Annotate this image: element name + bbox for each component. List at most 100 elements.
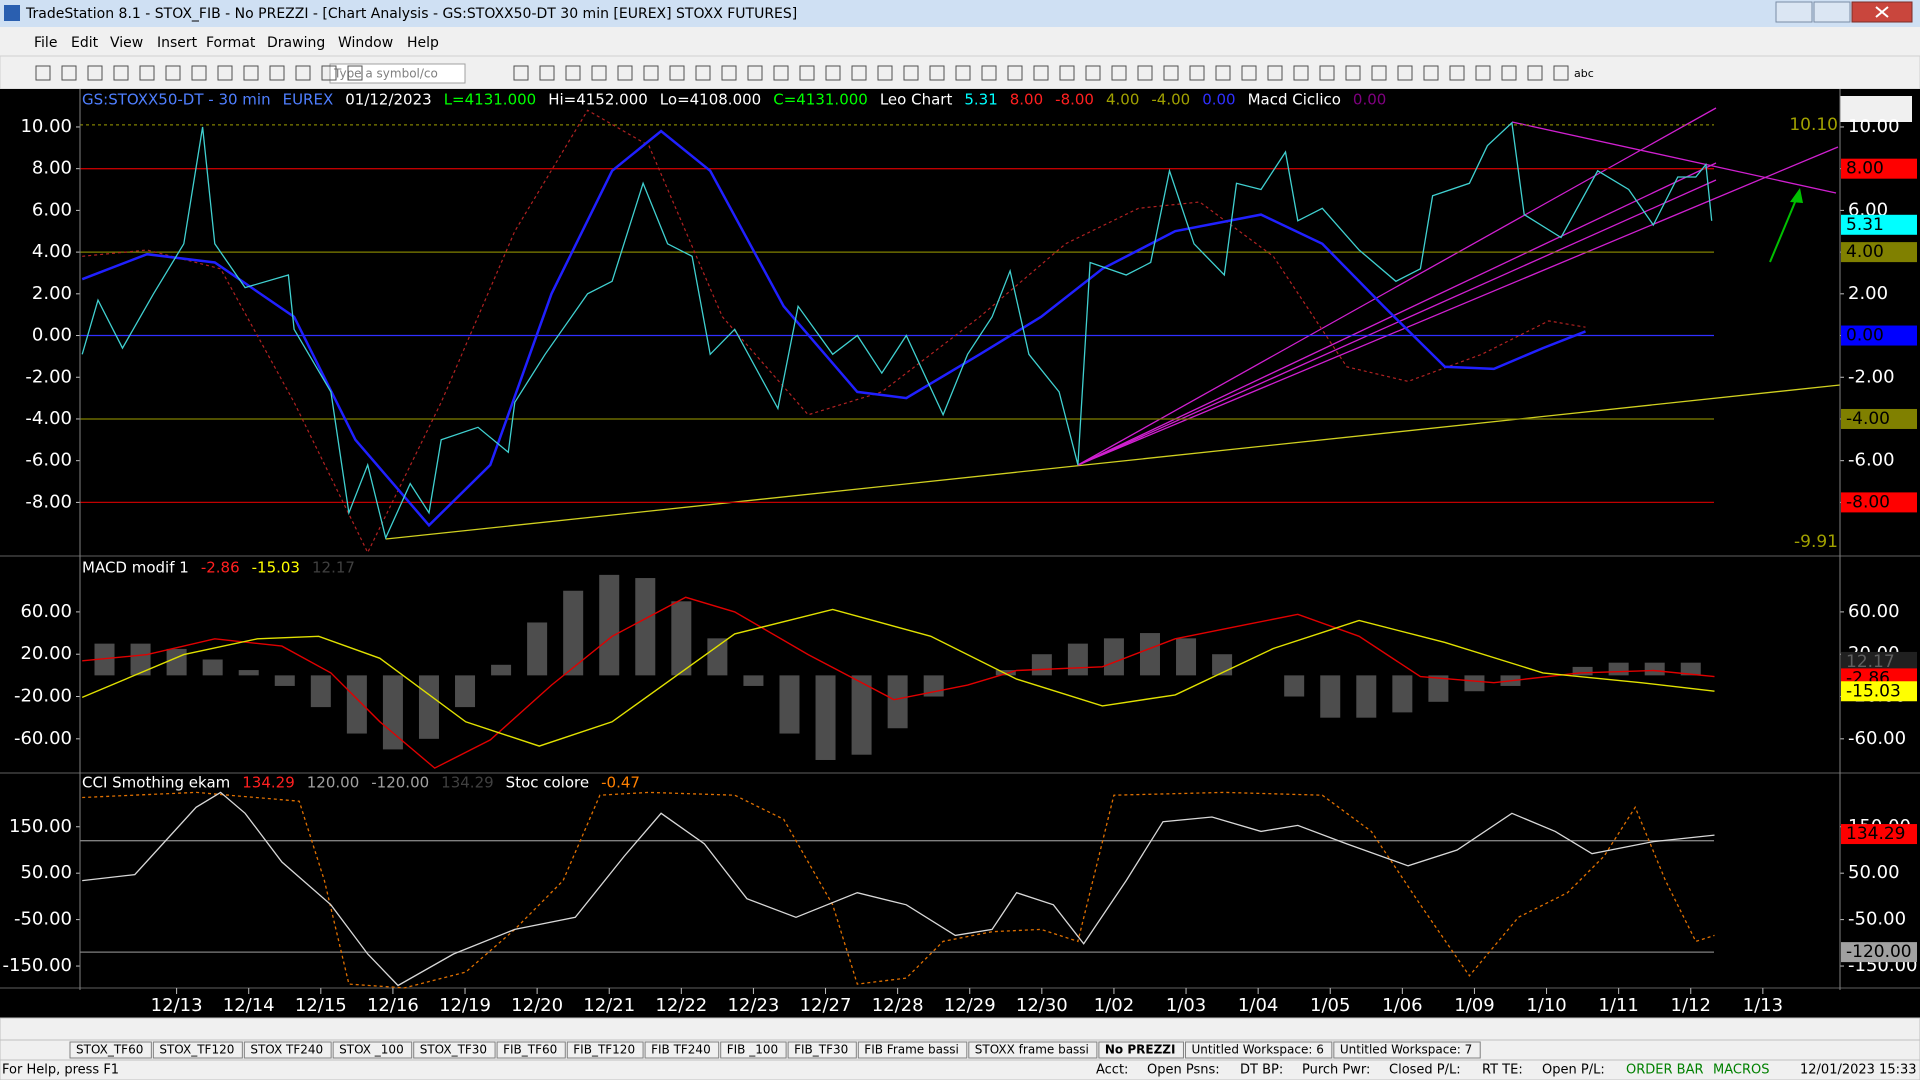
toolbar-button[interactable] <box>1267 65 1283 81</box>
workspace-tab[interactable]: STOX_TF30 <box>420 1043 487 1057</box>
histogram-bar <box>491 664 512 676</box>
y-tick-label: 10.00 <box>1848 116 1900 137</box>
toolbar-button[interactable] <box>1137 65 1153 81</box>
workspace-tab[interactable]: STOX_TF120 <box>159 1043 234 1057</box>
histogram-bar <box>310 675 331 708</box>
toolbar-button[interactable] <box>539 65 555 81</box>
toolbar-button[interactable] <box>903 65 919 81</box>
toolbar-button[interactable] <box>269 65 285 81</box>
toolbar-button[interactable] <box>191 65 207 81</box>
toolbar-button[interactable] <box>1059 65 1075 81</box>
menu-item[interactable]: Help <box>407 35 439 51</box>
panel-header-text: 0.00 <box>1353 91 1386 109</box>
toolbar-button[interactable] <box>35 65 51 81</box>
toolbar-button[interactable] <box>773 65 789 81</box>
workspace-tab[interactable]: FIB_TF120 <box>573 1043 635 1057</box>
toolbar-button[interactable] <box>1241 65 1257 81</box>
toolbar-button[interactable] <box>1085 65 1101 81</box>
workspace-tab[interactable]: STOXX frame bassi <box>975 1043 1089 1057</box>
histogram-bar <box>1320 675 1341 718</box>
minimize-button[interactable] <box>1775 1 1813 23</box>
toolbar-button[interactable] <box>825 65 841 81</box>
menu-item[interactable]: Drawing <box>267 35 325 51</box>
toolbar-button[interactable] <box>139 65 155 81</box>
chart-window-buttons[interactable] <box>1840 96 1912 122</box>
horizontal-scrollbar[interactable] <box>0 1017 1920 1041</box>
toolbar-button[interactable] <box>877 65 893 81</box>
toolbar-button[interactable] <box>1475 65 1491 81</box>
toolbar-button[interactable] <box>113 65 129 81</box>
workspace-tab[interactable]: STOX TF240 <box>250 1043 323 1057</box>
panel-header-text: L=4131.000 <box>444 91 537 109</box>
histogram-bar <box>599 574 620 676</box>
toolbar-button[interactable] <box>513 65 529 81</box>
toolbar-button[interactable] <box>929 65 945 81</box>
histogram-bar <box>779 675 800 734</box>
toolbar-button[interactable] <box>799 65 815 81</box>
menu-item[interactable]: Edit <box>71 35 99 51</box>
workspace-tab[interactable]: Untitled Workspace: 6 <box>1191 1043 1323 1057</box>
workspace-tab[interactable]: No PREZZI <box>1105 1043 1176 1057</box>
workspace-tab[interactable]: Untitled Workspace: 7 <box>1340 1043 1472 1057</box>
value-box <box>1841 942 1917 963</box>
status-text: 12/01/2023 15:33 <box>1800 1063 1917 1078</box>
maximize-button[interactable] <box>1813 1 1851 23</box>
workspace-tab[interactable]: FIB TF240 <box>651 1043 711 1057</box>
menu-item[interactable]: View <box>110 35 143 51</box>
toolbar-button[interactable] <box>1033 65 1049 81</box>
menu-item[interactable]: Format <box>206 35 256 51</box>
workspace-tab[interactable]: FIB _100 <box>727 1043 778 1057</box>
workspace-tab[interactable]: STOX _100 <box>339 1043 404 1057</box>
menu-item[interactable]: Window <box>338 35 393 51</box>
toolbar-button[interactable] <box>217 65 233 81</box>
toolbar-button[interactable] <box>1007 65 1023 81</box>
histogram-bar <box>94 643 115 676</box>
symbol-box[interactable] <box>329 63 466 84</box>
workspace-tab[interactable]: FIB_TF30 <box>794 1043 848 1057</box>
toolbar-button[interactable] <box>1163 65 1179 81</box>
toolbar-button[interactable] <box>1449 65 1465 81</box>
workspace-tab[interactable]: FIB_TF60 <box>503 1043 557 1057</box>
value-box <box>1841 651 1917 672</box>
toolbar-button[interactable] <box>669 65 685 81</box>
toolbar-button[interactable] <box>981 65 997 81</box>
menu-item[interactable]: Insert <box>157 35 198 51</box>
toolbar-button[interactable] <box>591 65 607 81</box>
toolbar-button[interactable] <box>1553 65 1569 81</box>
toolbar-button[interactable] <box>1397 65 1413 81</box>
y-tick-label: 0.00 <box>32 325 72 346</box>
toolbar-button[interactable] <box>721 65 737 81</box>
toolbar-button[interactable] <box>1345 65 1361 81</box>
toolbar-button[interactable] <box>643 65 659 81</box>
toolbar-button[interactable] <box>61 65 77 81</box>
toolbar-button[interactable] <box>695 65 711 81</box>
toolbar-button[interactable] <box>747 65 763 81</box>
toolbar-button[interactable] <box>617 65 633 81</box>
toolbar-text-tool[interactable]: abc <box>1574 67 1594 80</box>
menu-item[interactable]: File <box>34 35 57 51</box>
histogram-bar <box>1284 675 1305 697</box>
toolbar-button[interactable] <box>955 65 971 81</box>
workspace-tab[interactable]: FIB Frame bassi <box>864 1043 959 1057</box>
toolbar-button[interactable] <box>243 65 259 81</box>
toolbar-button[interactable] <box>165 65 181 81</box>
toolbar-button[interactable] <box>1293 65 1309 81</box>
toolbar-button[interactable] <box>1371 65 1387 81</box>
toolbar-button[interactable] <box>851 65 867 81</box>
toolbar-button[interactable] <box>1319 65 1335 81</box>
workspace-tab[interactable]: STOX_TF60 <box>76 1043 143 1057</box>
toolbar-button[interactable] <box>1423 65 1439 81</box>
tab-outline <box>413 1041 496 1059</box>
toolbar-button[interactable] <box>1527 65 1543 81</box>
tab-outline <box>1098 1041 1184 1059</box>
toolbar-button[interactable] <box>295 65 311 81</box>
toolbar-button[interactable] <box>1111 65 1127 81</box>
toolbar-button[interactable] <box>1215 65 1231 81</box>
toolbar-button[interactable] <box>347 65 363 81</box>
toolbar-button[interactable] <box>565 65 581 81</box>
toolbar-button[interactable] <box>321 65 337 81</box>
toolbar-button[interactable] <box>87 65 103 81</box>
toolbar-button[interactable] <box>1501 65 1517 81</box>
toolbar-button[interactable] <box>1189 65 1205 81</box>
panel-header-text: Lo=4108.000 <box>660 91 761 109</box>
